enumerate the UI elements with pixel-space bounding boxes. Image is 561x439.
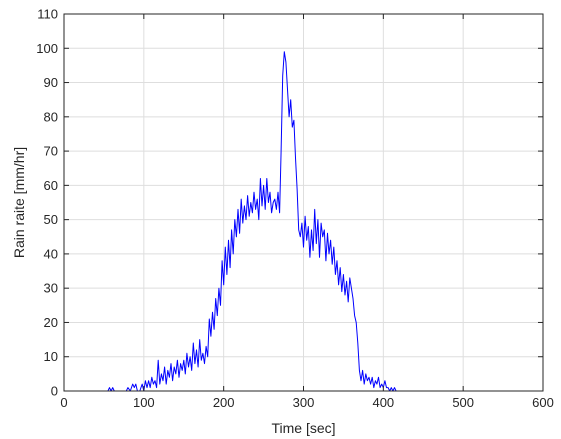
x-tick-label: 100 [133, 395, 155, 410]
y-tick-label: 90 [44, 75, 58, 90]
y-tick-label: 40 [44, 246, 58, 261]
y-tick-label: 100 [36, 41, 58, 56]
x-tick-label: 500 [452, 395, 474, 410]
x-axis-label: Time [sec] [271, 420, 335, 436]
y-tick-label: 50 [44, 212, 58, 227]
grid [64, 14, 543, 391]
x-tick-label: 0 [60, 395, 67, 410]
x-tick-label: 200 [213, 395, 235, 410]
y-tick-label: 60 [44, 178, 58, 193]
y-axis-label: Rain raite [mm/hr] [11, 147, 27, 258]
y-tick-label: 30 [44, 281, 58, 296]
y-tick-label: 0 [51, 384, 58, 399]
y-tick-label: 20 [44, 315, 58, 330]
rain-rate-series-line [64, 51, 543, 392]
x-tick-label: 400 [372, 395, 394, 410]
y-tick-label: 70 [44, 144, 58, 159]
x-tick-label: 600 [532, 395, 554, 410]
series-layer [64, 51, 543, 392]
y-tick-label: 110 [37, 7, 58, 22]
ticks: 0 100 200 300 400 500 600 0 10 20 30 40 50 60 70 80 90 10… [36, 7, 554, 411]
y-tick-label: 10 [44, 349, 58, 364]
x-tick-label: 300 [293, 395, 315, 410]
y-tick-label: 80 [44, 109, 58, 124]
